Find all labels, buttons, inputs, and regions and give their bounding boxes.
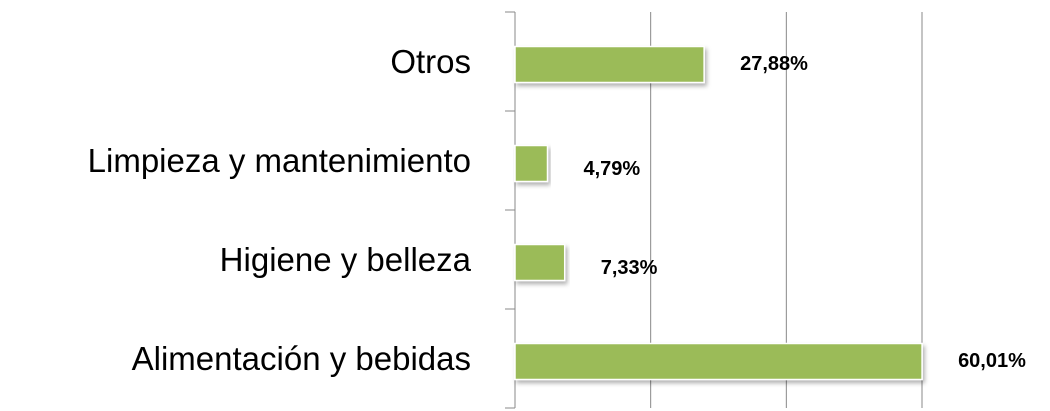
- bar: [514, 342, 923, 381]
- category-label: Limpieza y mantenimiento: [88, 142, 471, 179]
- category-label: Alimentación y bebidas: [132, 340, 471, 377]
- value-label: 4,79%: [583, 158, 640, 180]
- value-label: 7,33%: [601, 257, 658, 279]
- bar: [514, 45, 705, 84]
- value-label: 60,01%: [958, 350, 1026, 372]
- category-label: Otros: [390, 43, 471, 80]
- value-label: 27,88%: [740, 53, 808, 75]
- bar: [514, 243, 566, 282]
- category-label: Higiene y belleza: [220, 241, 472, 278]
- bar: [514, 144, 549, 183]
